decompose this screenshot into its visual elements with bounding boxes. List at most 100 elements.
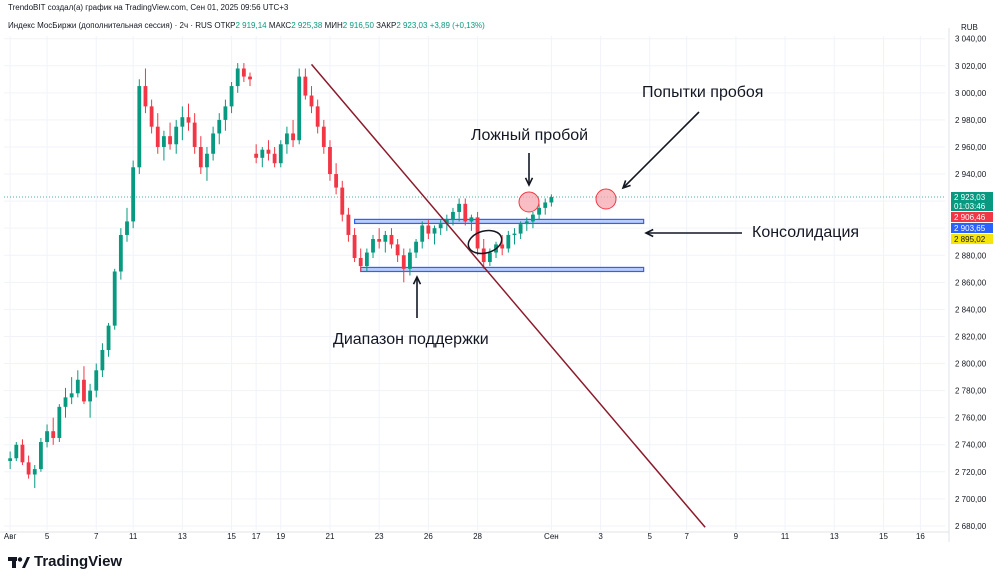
candle-body [420, 225, 425, 242]
candle-body [438, 224, 443, 229]
y-tick-label: 2 980,00 [955, 116, 987, 125]
y-tick-label: 2 860,00 [955, 278, 987, 287]
candle-body [451, 211, 455, 221]
candle-body [75, 379, 80, 394]
y-tick-label: 2 840,00 [955, 305, 987, 314]
symbol-legend: Индекс МосБиржи (дополнительная сессия) … [8, 21, 485, 30]
candle-body [481, 248, 486, 263]
price-tag [951, 212, 993, 222]
x-tick-label: 9 [734, 532, 739, 541]
candle-body [125, 221, 129, 235]
x-tick-label: 28 [473, 532, 482, 541]
candle-body [303, 76, 308, 96]
candle-body [377, 239, 382, 242]
candle-body [211, 133, 216, 154]
x-tick-label: 11 [781, 532, 790, 541]
price-tag [951, 223, 993, 233]
candle-body [69, 393, 74, 398]
candle-body [248, 76, 252, 80]
candle-body [463, 203, 468, 222]
chart-credit: TrendoBIT создал(а) график на TradingVie… [8, 3, 289, 12]
candle-body [254, 153, 259, 158]
candle-body [198, 146, 203, 168]
footer-brand: TradingView [8, 553, 122, 570]
candle-body [14, 444, 19, 459]
y-tick-label: 3 020,00 [955, 62, 987, 71]
breakout-attempt-circle [595, 188, 617, 210]
price-tag [951, 234, 993, 244]
candle-body [32, 469, 37, 475]
candle-body [143, 86, 148, 107]
candle-body [297, 76, 302, 141]
close-value: 2 923,03 [396, 21, 428, 30]
x-tick-label: 5 [648, 532, 653, 541]
trendline [310, 63, 706, 528]
annotation-support-range: Диапазон поддержки [333, 331, 489, 348]
candle-body [118, 234, 123, 272]
breakout-attempt-arrow-head [621, 180, 631, 190]
y-tick-label: 2 820,00 [955, 332, 987, 341]
x-tick-label: 26 [424, 532, 433, 541]
x-tick-label: 23 [375, 532, 384, 541]
x-tick-label: 13 [178, 532, 187, 541]
x-tick-label: 21 [326, 532, 335, 541]
candle-body [51, 431, 56, 438]
consolidation-arrow-head [644, 228, 654, 238]
x-tick-label: 5 [45, 532, 50, 541]
candle-body [235, 68, 240, 87]
candle-body [57, 406, 62, 438]
low-value: 2 916,50 [342, 21, 374, 30]
price-axis: 2 680,00 2 700,00 2 720,00 2 740,00 2 760,00… [948, 23, 993, 542]
candle-body [383, 234, 388, 242]
price-tag-value: 2 895,02 [954, 235, 986, 244]
consolidation-ellipse [467, 229, 503, 255]
low-label: МИН [324, 21, 343, 30]
x-tick-label: 11 [129, 532, 138, 541]
y-tick-label: 2 700,00 [955, 495, 987, 504]
open-value: 2 919,14 [235, 21, 267, 30]
false-breakout-circle [518, 191, 540, 213]
x-tick-label: 16 [916, 532, 925, 541]
y-tick-label: 2 680,00 [955, 522, 987, 531]
currency-label: RUB [961, 23, 978, 32]
candle-body [518, 224, 523, 234]
x-tick-label: Сен [544, 532, 559, 541]
candle-body [149, 106, 154, 127]
y-tick-label: 3 040,00 [955, 35, 987, 44]
candle-body [524, 221, 529, 225]
candle-body [328, 146, 332, 175]
candle-body [500, 244, 505, 249]
candle-body [346, 214, 351, 235]
x-tick-label: 19 [276, 532, 285, 541]
price-tag [951, 192, 993, 211]
time-axis: Авг 5 7 11 13 15 17 19 21 23 26 28 Сен 3 5 7 9 11 13 15 16 [0, 531, 949, 541]
candle-body [20, 444, 25, 463]
candle-body [444, 220, 449, 225]
x-tick-label: 17 [252, 532, 261, 541]
candle-body [162, 136, 166, 147]
candle-body [192, 122, 197, 147]
candle-body [432, 228, 437, 234]
candle-body [512, 233, 517, 235]
candle-body [364, 252, 369, 267]
candle-body [389, 234, 394, 245]
candle-series [8, 63, 554, 489]
candle-body [537, 207, 541, 215]
candle-body [38, 442, 43, 470]
candle-body [371, 239, 375, 253]
candle-body [352, 234, 357, 258]
resistance-band [353, 218, 645, 225]
price-tag-value: 2 903,65 [954, 224, 986, 233]
candle-body [180, 117, 185, 127]
candle-body [112, 271, 117, 326]
candle-body [241, 68, 246, 77]
y-tick-label: 3 000,00 [955, 89, 987, 98]
candle-body [272, 153, 277, 164]
annotation-false-breakout: Ложный пробой [471, 127, 589, 144]
y-tick-label: 2 780,00 [955, 387, 987, 396]
y-tick-label: 2 740,00 [955, 441, 987, 450]
x-tick-label: 3 [598, 532, 603, 541]
x-tick-label: 7 [94, 532, 99, 541]
candle-body [217, 119, 222, 134]
